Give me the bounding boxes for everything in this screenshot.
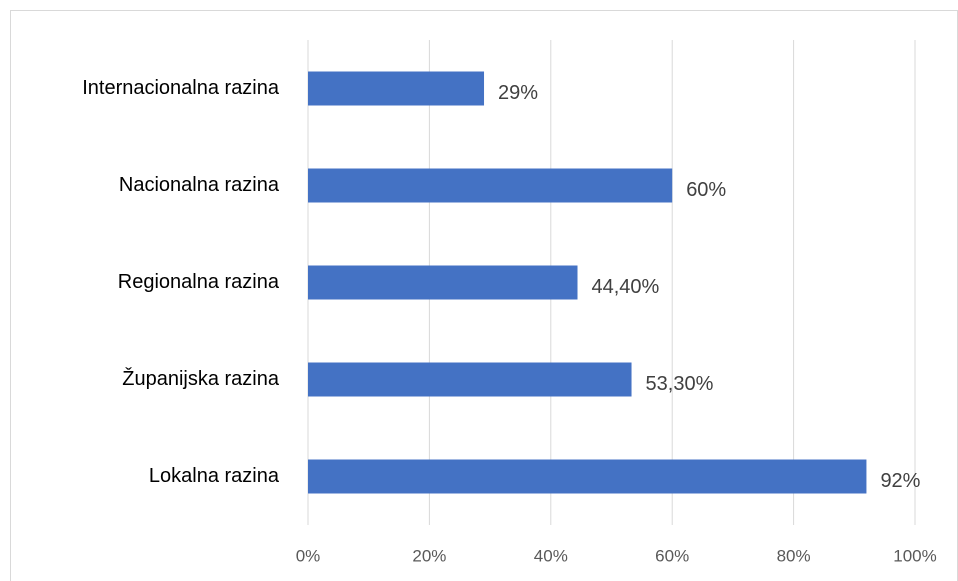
x-tick-label: 100% [893, 546, 936, 565]
value-label: 53,30% [646, 373, 714, 395]
x-tick-label: 40% [534, 546, 568, 565]
y-tick-label: Nacionalna razina [119, 174, 280, 196]
bar [308, 71, 485, 106]
value-label: 60% [686, 179, 726, 201]
x-tick-label: 20% [412, 546, 446, 565]
x-tick-label: 60% [655, 546, 689, 565]
value-label: 92% [880, 470, 920, 492]
value-label: 44,40% [592, 276, 660, 298]
bar [308, 459, 867, 494]
bar [308, 362, 632, 397]
y-tick-label: Županijska razina [122, 367, 280, 390]
value-label: 29% [498, 82, 538, 104]
x-tick-label: 0% [296, 546, 321, 565]
y-tick-label: Internacionalna razina [82, 77, 280, 99]
bar [308, 265, 578, 300]
y-tick-label: Lokalna razina [149, 465, 280, 487]
y-tick-label: Regionalna razina [118, 271, 280, 293]
bar [308, 168, 673, 203]
x-tick-label: 80% [777, 546, 811, 565]
